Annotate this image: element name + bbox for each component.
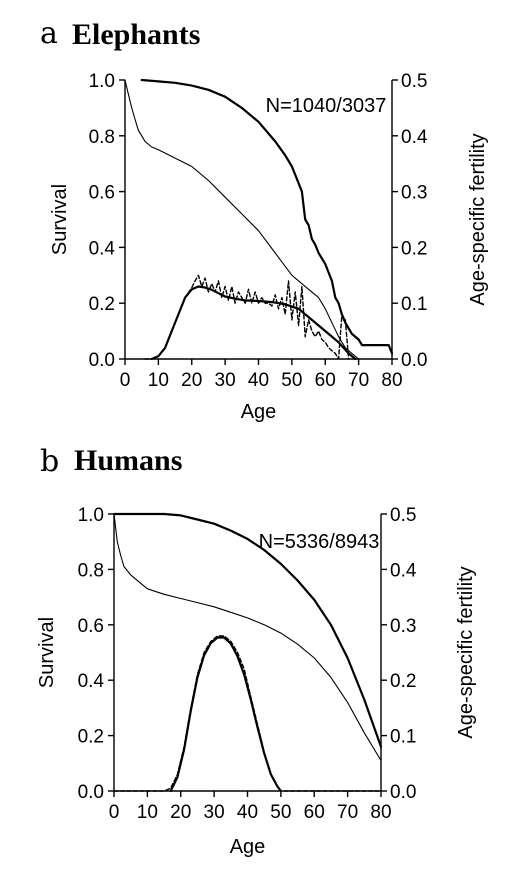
y-tick-label-right: 0.5 xyxy=(401,71,427,92)
x-tick-label: 80 xyxy=(370,802,391,823)
x-tick-label: 30 xyxy=(204,802,225,823)
x-tick-label: 0 xyxy=(120,370,131,391)
x-axis-label: Age xyxy=(241,401,277,423)
y-tick-label-left: 1.0 xyxy=(89,71,115,92)
panel-letter: b xyxy=(40,444,59,479)
x-tick-label: 50 xyxy=(281,370,302,391)
x-tick-label: 20 xyxy=(170,802,191,823)
sample-size-annotation: N=5336/8943 xyxy=(259,531,380,553)
y-axis-label-left: Survival xyxy=(49,184,71,255)
y-tick-label-right: 0.0 xyxy=(390,782,416,803)
y-tick-label-right: 0.1 xyxy=(390,727,416,748)
fertility-thick-line xyxy=(150,285,357,361)
y-tick-label-right: 0.3 xyxy=(401,183,427,204)
y-tick-label-right: 0.1 xyxy=(401,294,427,315)
x-tick-label: 10 xyxy=(148,370,169,391)
x-tick-label: 50 xyxy=(270,802,291,823)
x-tick-label: 60 xyxy=(304,802,325,823)
chart-title: Humans xyxy=(74,444,182,477)
y-tick-label-left: 0.4 xyxy=(78,671,105,692)
y-tick-label-right: 0.3 xyxy=(390,616,416,637)
y-tick-label-right: 0.5 xyxy=(390,505,416,526)
y-tick-label-left: 0.6 xyxy=(89,183,115,204)
fertility-dashed-line xyxy=(144,274,350,360)
survival-thin-line xyxy=(124,79,360,360)
chart-title: Elephants xyxy=(72,18,200,51)
x-tick-label: 70 xyxy=(337,802,358,823)
y-tick-label-left: 1.0 xyxy=(78,505,104,526)
x-tick-label: 70 xyxy=(348,370,369,391)
x-tick-label: 60 xyxy=(315,370,336,391)
y-tick-label-left: 0.0 xyxy=(89,350,115,371)
y-axis-label-left: Survival xyxy=(36,617,58,688)
fertility-dashed-line xyxy=(113,635,382,792)
y-axis-label-right: Age-specific fertility xyxy=(467,133,489,305)
x-axis-label: Age xyxy=(230,836,266,858)
y-axis-label-right: Age-specific fertility xyxy=(455,566,477,738)
x-tick-label: 10 xyxy=(137,802,158,823)
x-tick-label: 20 xyxy=(181,370,202,391)
fertility-thick-line xyxy=(169,636,282,793)
y-tick-label-right: 0.4 xyxy=(390,560,417,581)
y-tick-label-left: 0.2 xyxy=(78,727,104,748)
y-tick-label-right: 0.0 xyxy=(401,350,427,371)
y-tick-label-left: 0.0 xyxy=(78,782,104,803)
x-tick-label: 30 xyxy=(215,370,236,391)
x-tick-label: 40 xyxy=(237,802,258,823)
y-tick-label-left: 0.8 xyxy=(89,127,115,148)
survival-thin-line xyxy=(113,513,382,762)
x-tick-label: 80 xyxy=(381,370,402,391)
y-tick-label-left: 0.4 xyxy=(89,238,116,259)
y-tick-label-right: 0.2 xyxy=(401,238,427,259)
survival-thick-line xyxy=(112,512,383,748)
y-tick-label-right: 0.4 xyxy=(401,127,428,148)
panel-letter: a xyxy=(40,16,58,51)
sample-size-annotation: N=1040/3037 xyxy=(266,95,387,117)
y-tick-label-left: 0.8 xyxy=(78,560,104,581)
y-tick-label-left: 0.6 xyxy=(78,616,104,637)
y-tick-label-right: 0.2 xyxy=(390,671,416,692)
y-tick-label-left: 0.2 xyxy=(89,294,115,315)
x-tick-label: 40 xyxy=(248,370,269,391)
x-tick-label: 0 xyxy=(109,802,120,823)
survival-thick-line xyxy=(140,78,394,355)
